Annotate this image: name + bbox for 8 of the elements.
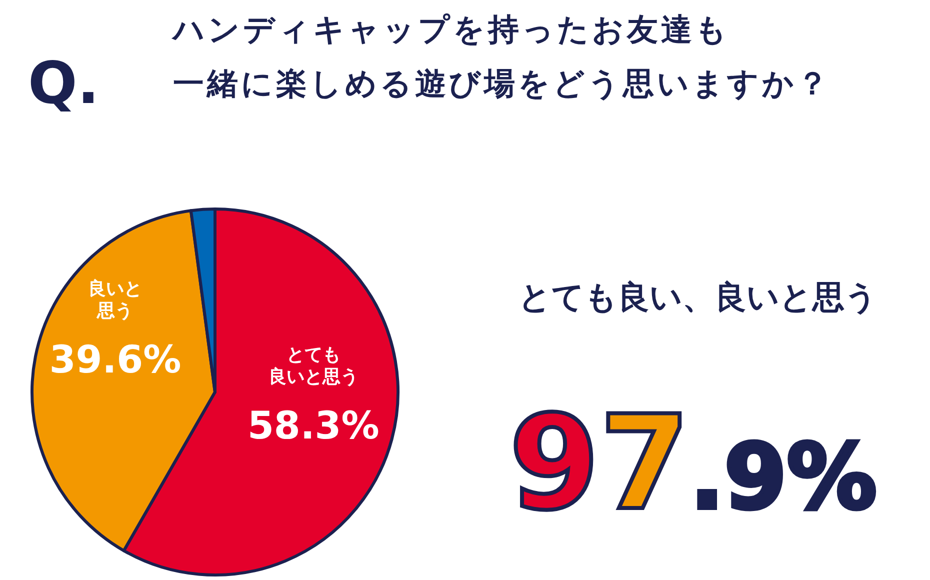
text: Q. [28,49,100,117]
data-label: 39.6% [49,337,182,382]
data-label: 58.3% [247,404,380,448]
text: ハンディキャップを持ったお友達も一緒に楽しめる遊び場をどう思いますか？ [171,12,831,102]
text: とても良い、良いと思う [518,278,878,316]
slice-label: 良いと思う [88,278,142,322]
text: 97.9% [509,387,877,539]
slice-label: とても良いと思う [268,344,358,388]
